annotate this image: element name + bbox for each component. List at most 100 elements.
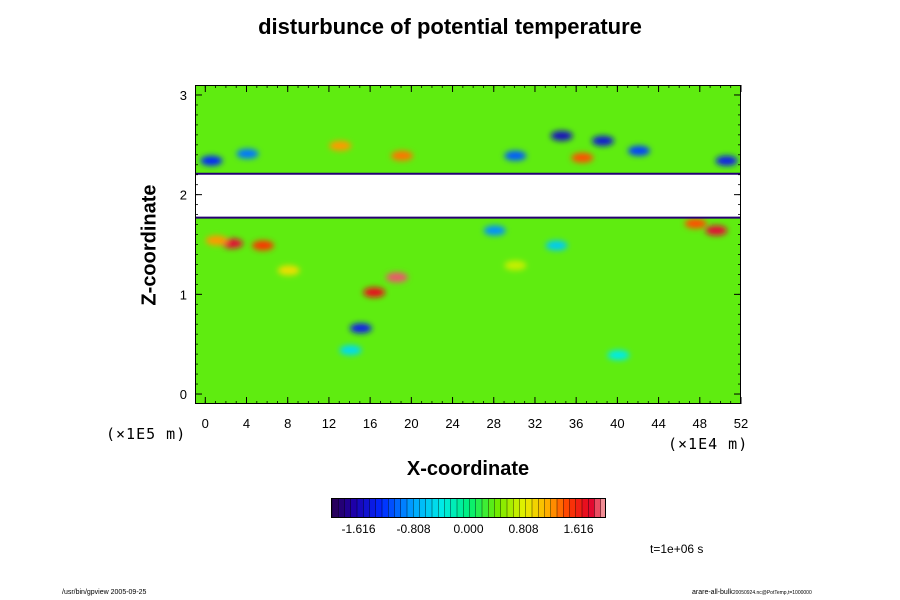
colorbar-segment (463, 499, 470, 517)
colorbar (331, 498, 606, 518)
x-tick-label: 0 (202, 416, 209, 431)
colorbar-segment (407, 499, 414, 517)
colorbar-segment (500, 499, 508, 517)
colorbar-segment (525, 499, 533, 517)
colorbar-segment (438, 499, 445, 517)
x-axis-label: X-coordinate (406, 458, 530, 480)
colorbar-segment (394, 499, 402, 517)
y-tick-label: 0 (180, 387, 187, 402)
heatmap-anomaly (684, 218, 707, 229)
colorbar-segment (388, 499, 395, 517)
colorbar-segment (600, 499, 605, 517)
colorbar-segment (588, 499, 595, 517)
colorbar-segment (488, 499, 495, 517)
heatmap-anomaly (705, 225, 728, 236)
heatmap-anomaly (627, 145, 650, 156)
y-unit-label: (×1E5 m) (106, 425, 187, 443)
x-unit-label: (×1E4 m) (668, 435, 749, 453)
heatmap-anomaly (550, 130, 573, 141)
colorbar-segment (350, 499, 358, 517)
colorbar-tick-label: 0.000 (453, 522, 484, 536)
chart-title: disturbunce of potential temperature (258, 14, 642, 39)
colorbar-segment (450, 499, 458, 517)
colorbar-segment (457, 499, 464, 517)
x-tick-label: 32 (528, 416, 542, 431)
colorbar-segment (332, 499, 339, 517)
colorbar-segment (513, 499, 520, 517)
colorbar-tick-label: -1.616 (341, 522, 376, 536)
heatmap-anomaly (591, 135, 614, 146)
heatmap-anomaly (607, 350, 630, 361)
x-tick-label: 28 (487, 416, 501, 431)
colorbar-segment (532, 499, 539, 517)
colorbar-segment (482, 499, 489, 517)
x-tick-label: 16 (363, 416, 377, 431)
y-tick-label: 1 (180, 287, 187, 302)
heatmap-anomaly (329, 140, 352, 151)
colorbar-segment (475, 499, 483, 517)
colorbar-segment (507, 499, 514, 517)
x-tick-label: 24 (445, 416, 459, 431)
colorbar-tick-label: -0.808 (396, 522, 431, 536)
colorbar-segment (550, 499, 558, 517)
footer-program: /usr/bin/gpview 2005-09-25 (62, 589, 147, 596)
x-tick-label: 8 (284, 416, 291, 431)
heatmap-anomaly (339, 345, 362, 356)
plot-area (195, 85, 741, 404)
x-tick-label: 40 (610, 416, 624, 431)
colorbar-segment (400, 499, 408, 517)
colorbar-segment (594, 499, 602, 517)
heatmap-anomaly (277, 265, 300, 276)
x-tick-label: 4 (243, 416, 250, 431)
y-tick-label: 2 (180, 188, 187, 203)
colorbar-segment (338, 499, 345, 517)
time-label: t=1e+06 s (650, 542, 704, 556)
colorbar-segment (344, 499, 352, 517)
heatmap-anomaly (251, 240, 274, 251)
footer-file: arare-all-bulk20050924.nc@PotTemp,t=1000… (692, 589, 812, 596)
colorbar-segment (575, 499, 583, 517)
colorbar-segment (563, 499, 570, 517)
heatmap-anomaly (363, 287, 386, 298)
heatmap-anomaly (545, 240, 568, 251)
heatmap-anomaly (205, 235, 228, 246)
colorbar-segment (444, 499, 452, 517)
colorbar-segment (494, 499, 502, 517)
y-axis-label: Z-coordinate (138, 184, 161, 306)
x-tick-label: 36 (569, 416, 583, 431)
colorbar-segment (432, 499, 439, 517)
heatmap-anomaly (385, 272, 408, 283)
heatmap-anomaly (236, 148, 259, 159)
colorbar-tick-label: 1.616 (563, 522, 594, 536)
x-tick-label: 52 (734, 416, 748, 431)
colorbar-segment (538, 499, 545, 517)
saturated-band (196, 173, 740, 218)
colorbar-tick-label: 0.808 (508, 522, 539, 536)
colorbar-segment (557, 499, 564, 517)
x-tick-label: 12 (322, 416, 336, 431)
heatmap-background (196, 86, 740, 403)
heatmap-anomaly (504, 260, 527, 271)
heatmap-anomaly (715, 155, 738, 166)
y-tick-label: 3 (180, 88, 187, 103)
heatmap-anomaly (504, 150, 527, 161)
colorbar-segment (582, 499, 589, 517)
heatmap-anomaly (200, 155, 223, 166)
heatmap-anomaly (483, 225, 506, 236)
heatmap-anomaly (391, 150, 414, 161)
colorbar-segment (363, 499, 370, 517)
colorbar-segment (569, 499, 577, 517)
x-tick-label: 20 (404, 416, 418, 431)
colorbar-segment (544, 499, 552, 517)
colorbar-segment (413, 499, 420, 517)
colorbar-segment (425, 499, 433, 517)
heatmap-anomaly (349, 323, 372, 334)
colorbar-segment (519, 499, 527, 517)
colorbar-segment (469, 499, 477, 517)
colorbar-tick-labels: -1.616 -0.808 0.000 0.808 1.616 (331, 522, 606, 538)
colorbar-segment (375, 499, 383, 517)
colorbar-segment (382, 499, 389, 517)
x-tick-label: 48 (693, 416, 707, 431)
footer-file-main: arare-all-bulk (692, 589, 733, 596)
